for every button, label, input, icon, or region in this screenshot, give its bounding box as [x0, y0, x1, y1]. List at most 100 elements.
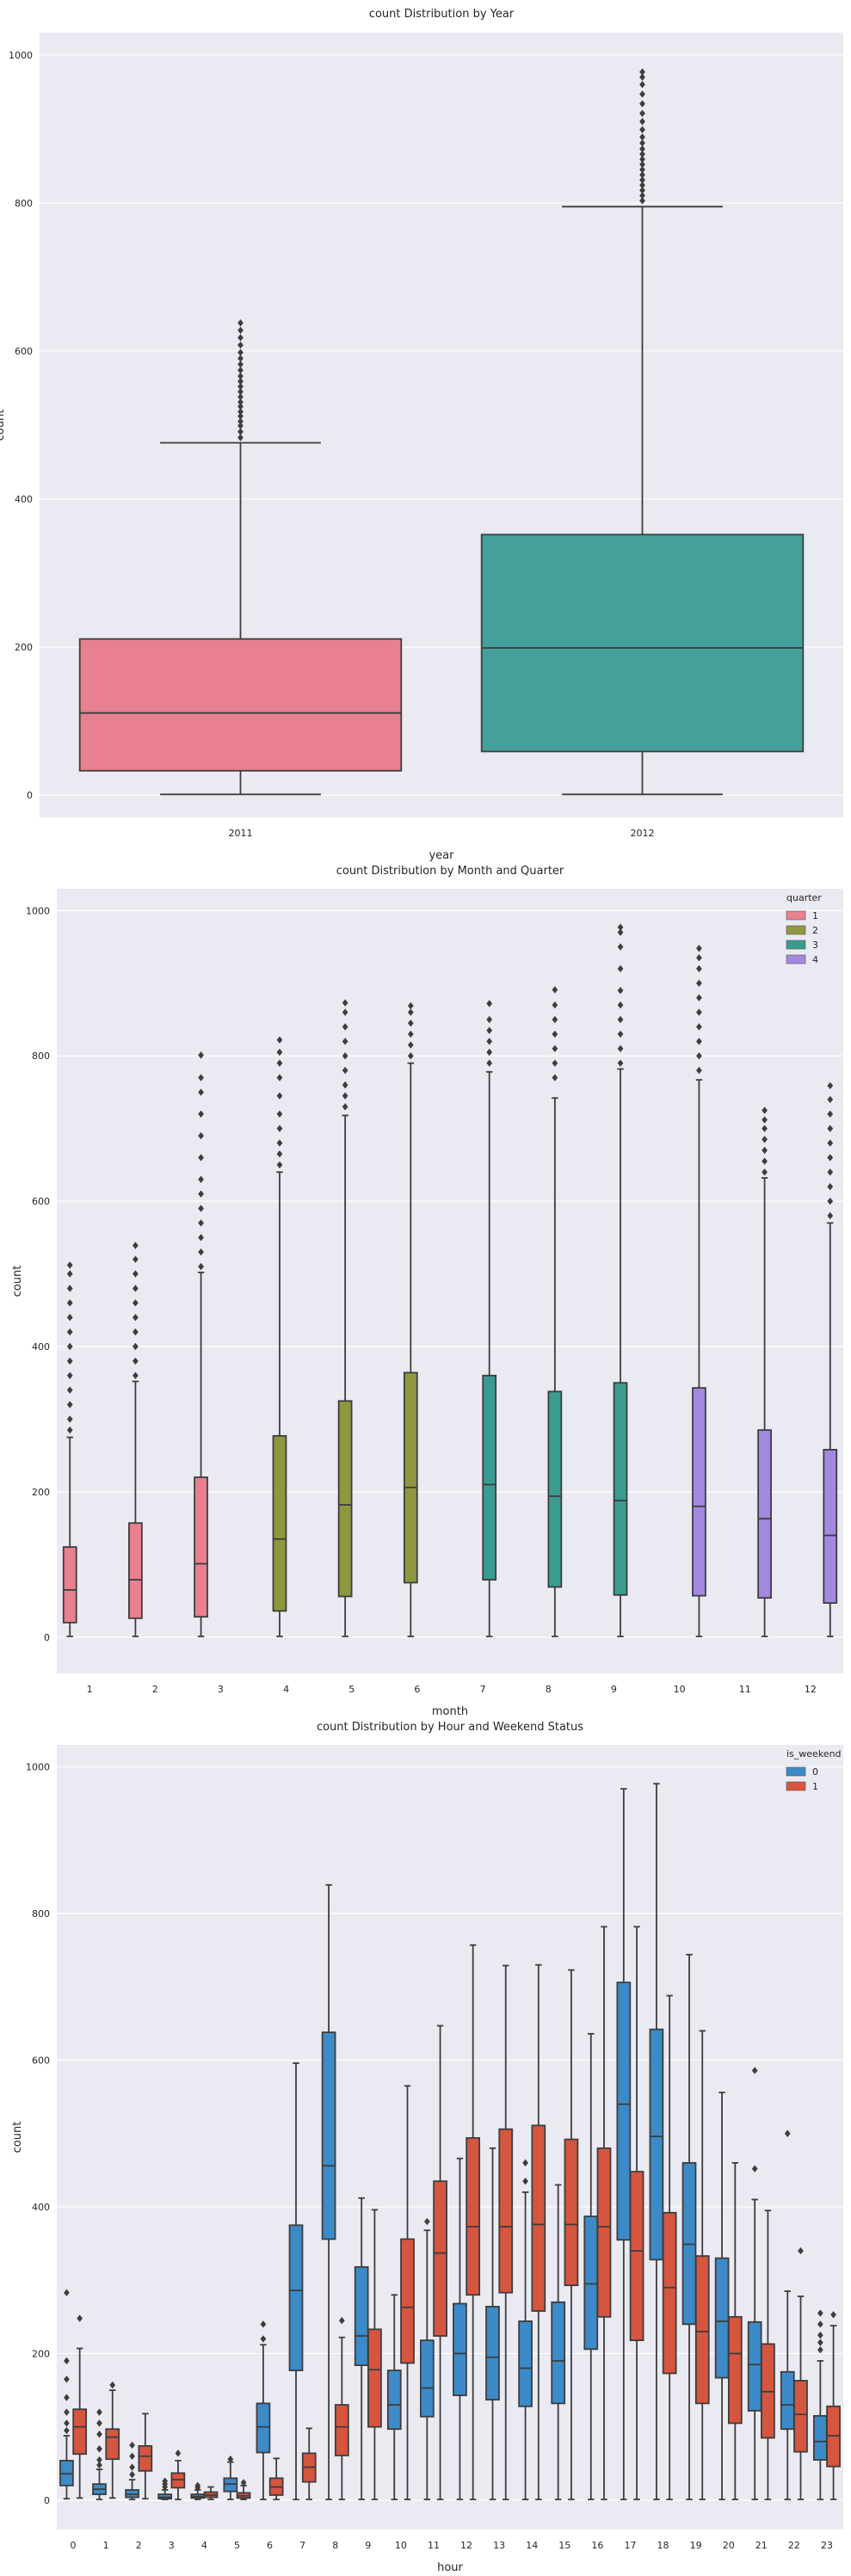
box-iqr	[518, 2320, 533, 2407]
legend-swatch	[786, 1766, 806, 1777]
y-tick-label: 600	[32, 1196, 50, 1207]
outlier-point	[129, 2452, 135, 2460]
outlier-point	[827, 1211, 834, 1220]
outlier-point	[639, 90, 645, 98]
y-tick-label: 600	[15, 346, 33, 357]
outlier-point	[617, 1015, 624, 1024]
legend-label: 2	[812, 925, 818, 936]
outlier-point	[198, 1051, 204, 1059]
box-iqr	[367, 2328, 382, 2428]
outlier-point	[237, 428, 244, 435]
outlier-point	[817, 2320, 823, 2328]
outlier-point	[407, 1001, 414, 1010]
outlier-point	[817, 2309, 823, 2317]
y-tick-label: 800	[32, 1051, 50, 1062]
outlier-point	[407, 1030, 414, 1038]
outlier-point	[696, 979, 702, 987]
y-axis-label: count	[0, 410, 7, 441]
outlier-point	[276, 1059, 283, 1067]
outlier-point	[639, 100, 645, 108]
x-tick-label: 19	[690, 2540, 702, 2551]
outlier-point	[552, 1045, 558, 1052]
outlier-point	[617, 923, 624, 931]
x-tick-label: 7	[299, 2540, 305, 2551]
y-tick-label: 200	[15, 642, 33, 653]
outlier-point	[237, 348, 244, 356]
outlier-point	[237, 361, 244, 368]
outlier-point	[276, 1110, 283, 1118]
x-tick-label: 4	[283, 1684, 289, 1695]
legend-swatch	[786, 925, 806, 935]
outlier-point	[762, 1136, 768, 1143]
outlier-point	[237, 408, 244, 416]
x-tick-label: 11	[739, 1684, 751, 1695]
outlier-point	[639, 133, 645, 141]
outlier-point	[342, 1081, 348, 1089]
box-iqr	[433, 2180, 447, 2337]
outlier-point	[486, 1026, 493, 1034]
outlier-point	[276, 1036, 283, 1044]
y-tick-label: 1000	[26, 1762, 50, 1773]
outlier-point	[639, 165, 645, 174]
outlier-point	[133, 1328, 139, 1336]
outlier-point	[751, 2165, 758, 2172]
x-tick-label: 1	[103, 2540, 109, 2551]
box-iqr	[498, 2128, 514, 2294]
outlier-point	[96, 2456, 102, 2464]
box-iqr	[105, 2428, 120, 2461]
box-iqr	[692, 1387, 706, 1597]
outlier-point	[133, 1357, 139, 1365]
box-iqr	[466, 2136, 481, 2296]
outlier-point	[66, 1371, 73, 1379]
outlier-point	[77, 2314, 83, 2322]
box-iqr	[757, 1429, 772, 1599]
box-iqr	[194, 1476, 208, 1618]
x-tick-label: 5	[234, 2540, 240, 2551]
outlier-point	[198, 1262, 204, 1271]
chart-title: count Distribution by Hour and Weekend S…	[317, 1721, 583, 1734]
outlier-point	[407, 1052, 414, 1060]
outlier-point	[240, 2479, 247, 2487]
outlier-point	[617, 1001, 624, 1009]
box-iqr	[288, 2224, 304, 2371]
box-iqr	[354, 2265, 369, 2366]
outlier-point	[237, 393, 244, 401]
outlier-point	[237, 398, 244, 406]
x-tick-label: 1	[87, 1684, 93, 1695]
outlier-point	[64, 2376, 70, 2383]
outlier-point	[276, 1074, 283, 1082]
outlier-point	[751, 2067, 758, 2074]
x-tick-label: 12	[805, 1684, 817, 1695]
box-iqr	[334, 2404, 349, 2456]
outlier-point	[639, 118, 645, 126]
outlier-point	[237, 434, 244, 441]
box-iqr	[400, 2238, 415, 2364]
outlier-point	[617, 1059, 624, 1067]
outlier-point	[237, 326, 244, 335]
box-iqr	[337, 1400, 353, 1598]
x-tick-label: 20	[723, 2540, 735, 2551]
box-iqr	[128, 1522, 143, 1619]
outlier-point	[639, 150, 645, 158]
x-tick-label: 2012	[631, 828, 655, 839]
outlier-point	[486, 1048, 493, 1057]
box-iqr	[256, 2402, 271, 2454]
box-iqr	[714, 2257, 730, 2379]
outlier-point	[696, 1008, 702, 1016]
outlier-point	[696, 1038, 702, 1045]
outlier-point	[198, 1248, 204, 1256]
x-tick-label: 22	[788, 2540, 800, 2551]
legend-title: quarter	[786, 892, 822, 903]
x-tick-label: 15	[558, 2540, 570, 2551]
outlier-point	[342, 1092, 348, 1100]
outlier-point	[762, 1157, 768, 1165]
y-tick-label: 0	[44, 1632, 50, 1643]
x-tick-label: 9	[611, 1684, 617, 1695]
outlier-point	[194, 2481, 201, 2490]
y-axis-label: count	[11, 1266, 24, 1297]
outlier-point	[133, 1285, 139, 1292]
legend-swatch	[786, 940, 806, 950]
outlier-point	[276, 1048, 283, 1057]
x-tick-label: 12	[460, 2540, 472, 2551]
outlier-point	[617, 1045, 624, 1052]
